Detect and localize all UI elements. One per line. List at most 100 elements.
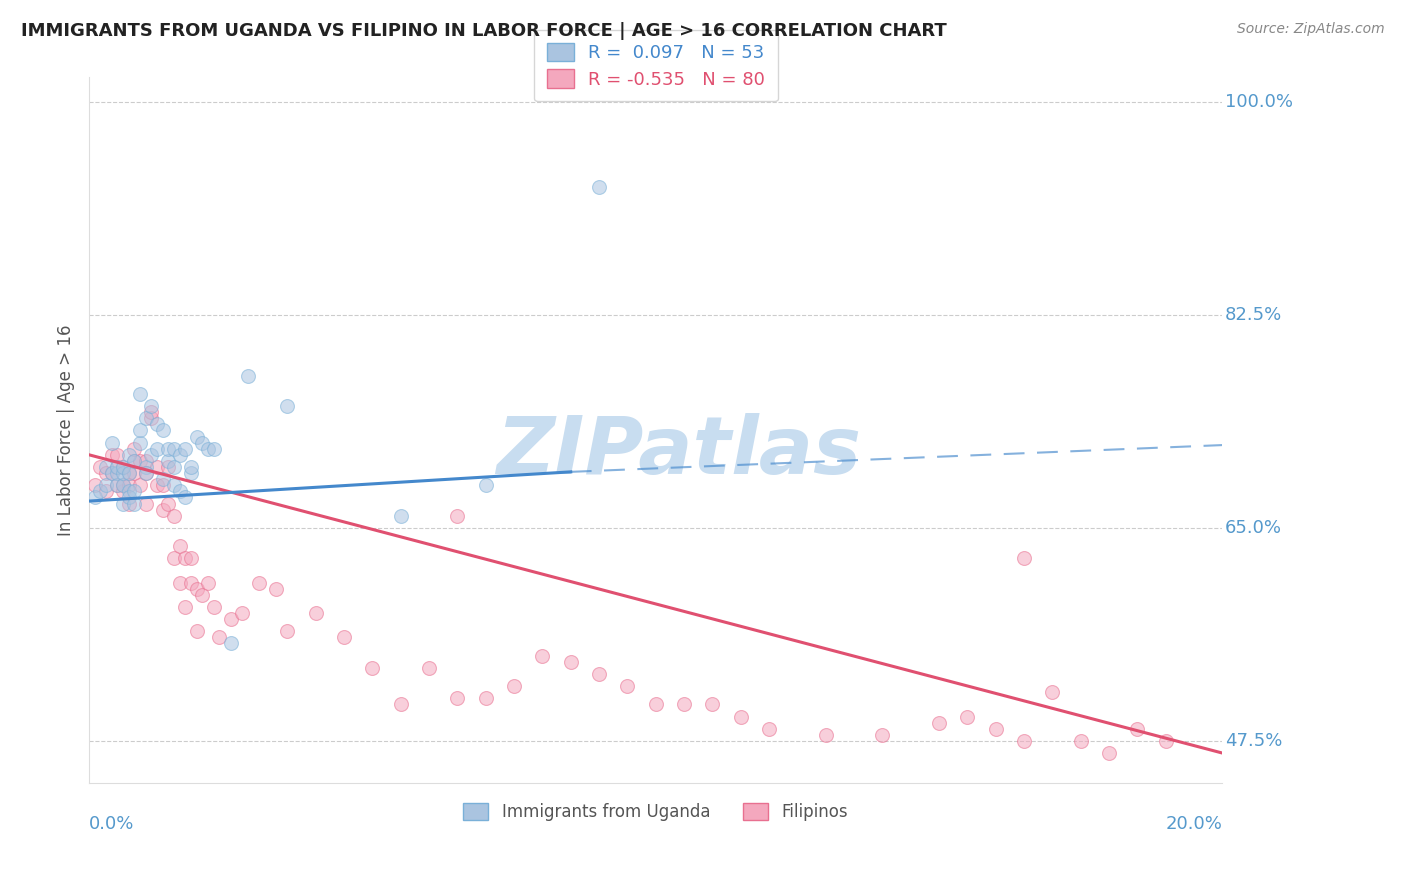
Point <box>163 508 186 523</box>
Point <box>264 582 287 596</box>
Text: 47.5%: 47.5% <box>1225 731 1282 750</box>
Point <box>180 466 202 480</box>
Point <box>100 435 122 450</box>
Point <box>100 466 122 480</box>
Point <box>118 484 141 499</box>
Point <box>186 582 208 596</box>
Y-axis label: In Labor Force | Age > 16: In Labor Force | Age > 16 <box>58 325 75 536</box>
Point <box>418 661 440 675</box>
Point <box>186 624 208 639</box>
Point <box>1098 746 1121 760</box>
Point <box>180 460 202 475</box>
Point <box>129 435 152 450</box>
Point <box>118 496 141 510</box>
Point <box>180 575 202 590</box>
Point <box>94 484 117 499</box>
Point <box>276 399 298 413</box>
Point <box>180 551 202 566</box>
Point <box>1126 722 1149 736</box>
Point <box>814 728 837 742</box>
Point <box>531 648 554 663</box>
Point <box>730 709 752 723</box>
Point <box>163 478 186 492</box>
Point <box>219 636 242 650</box>
Point <box>163 442 186 456</box>
Point <box>588 180 610 194</box>
Point <box>124 442 146 456</box>
Point <box>474 478 496 492</box>
Point <box>231 606 253 620</box>
Point <box>197 442 219 456</box>
Point <box>107 478 129 492</box>
Point <box>474 691 496 706</box>
Point <box>118 448 141 462</box>
Point <box>1154 734 1177 748</box>
Point <box>169 448 191 462</box>
Point <box>169 575 191 590</box>
Point <box>928 715 950 730</box>
Point <box>100 466 122 480</box>
Point <box>124 454 146 468</box>
Point <box>152 424 174 438</box>
Point <box>112 484 135 499</box>
Point <box>673 698 696 712</box>
Point <box>169 539 191 553</box>
Point <box>644 698 666 712</box>
Text: ZIPatlas: ZIPatlas <box>496 413 860 491</box>
Point <box>446 691 468 706</box>
Point <box>107 460 129 475</box>
Point <box>503 679 526 693</box>
Point <box>118 466 141 480</box>
Point <box>100 448 122 462</box>
Point <box>141 405 163 419</box>
Point <box>758 722 780 736</box>
Point <box>389 698 412 712</box>
Point <box>1042 685 1064 699</box>
Point <box>305 606 328 620</box>
Point <box>174 442 197 456</box>
Point <box>83 478 105 492</box>
Point <box>169 484 191 499</box>
Point <box>616 679 638 693</box>
Point <box>588 667 610 681</box>
Point <box>236 368 259 383</box>
Point <box>112 460 135 475</box>
Point <box>129 478 152 492</box>
Point <box>157 454 180 468</box>
Text: 0.0%: 0.0% <box>89 815 135 833</box>
Point <box>152 502 174 516</box>
Point <box>247 575 270 590</box>
Point <box>135 454 157 468</box>
Point <box>112 478 135 492</box>
Point <box>112 478 135 492</box>
Point <box>94 460 117 475</box>
Point <box>208 631 231 645</box>
Text: 20.0%: 20.0% <box>1166 815 1222 833</box>
Point <box>174 599 197 614</box>
Point <box>389 508 412 523</box>
Point <box>191 435 214 450</box>
Point <box>157 496 180 510</box>
Point <box>152 472 174 486</box>
Point <box>191 588 214 602</box>
Point <box>152 478 174 492</box>
Point <box>163 551 186 566</box>
Point <box>202 442 225 456</box>
Point <box>124 466 146 480</box>
Point <box>984 722 1007 736</box>
Point <box>118 478 141 492</box>
Point <box>276 624 298 639</box>
Point <box>1012 551 1035 566</box>
Text: 82.5%: 82.5% <box>1225 306 1282 324</box>
Point <box>141 411 163 425</box>
Point <box>146 442 169 456</box>
Point <box>135 460 157 475</box>
Point <box>129 454 152 468</box>
Point <box>107 448 129 462</box>
Point <box>202 599 225 614</box>
Point <box>872 728 894 742</box>
Point <box>956 709 979 723</box>
Point <box>157 442 180 456</box>
Point <box>135 466 157 480</box>
Point <box>186 429 208 443</box>
